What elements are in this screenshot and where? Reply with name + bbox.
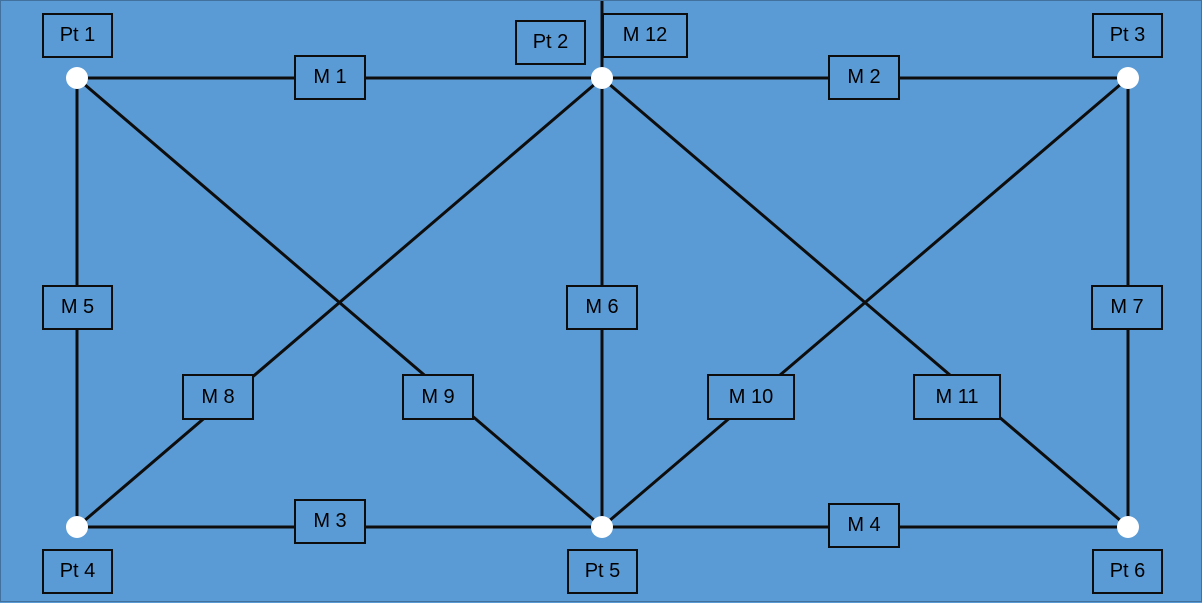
member-label-m11: M 11 bbox=[913, 374, 1001, 420]
point-label-pt4: Pt 4 bbox=[42, 549, 113, 594]
joint-node-pt6 bbox=[1117, 516, 1139, 538]
member-label-m6: M 6 bbox=[566, 285, 638, 330]
member-label-m5: M 5 bbox=[42, 285, 113, 330]
member-line-m11 bbox=[601, 76, 1129, 529]
member-label-m8: M 8 bbox=[182, 374, 254, 420]
member-label-m12: M 12 bbox=[602, 13, 688, 58]
point-label-pt1: Pt 1 bbox=[42, 13, 113, 58]
point-label-pt3: Pt 3 bbox=[1092, 13, 1163, 58]
point-label-pt2: Pt 2 bbox=[515, 20, 586, 65]
member-label-m9: M 9 bbox=[402, 374, 474, 420]
member-label-m1: M 1 bbox=[294, 55, 366, 100]
member-label-m3: M 3 bbox=[294, 499, 366, 544]
member-label-m2: M 2 bbox=[828, 55, 900, 100]
member-line-m9 bbox=[76, 76, 603, 529]
member-label-m7: M 7 bbox=[1091, 285, 1163, 330]
point-label-pt5: Pt 5 bbox=[567, 549, 638, 594]
joint-node-pt5 bbox=[591, 516, 613, 538]
point-label-pt6: Pt 6 bbox=[1092, 549, 1163, 594]
joint-node-pt3 bbox=[1117, 67, 1139, 89]
joint-node-pt1 bbox=[66, 67, 88, 89]
member-label-m10: M 10 bbox=[707, 374, 795, 420]
member-label-m4: M 4 bbox=[828, 503, 900, 548]
joint-node-pt2 bbox=[591, 67, 613, 89]
joint-node-pt4 bbox=[66, 516, 88, 538]
